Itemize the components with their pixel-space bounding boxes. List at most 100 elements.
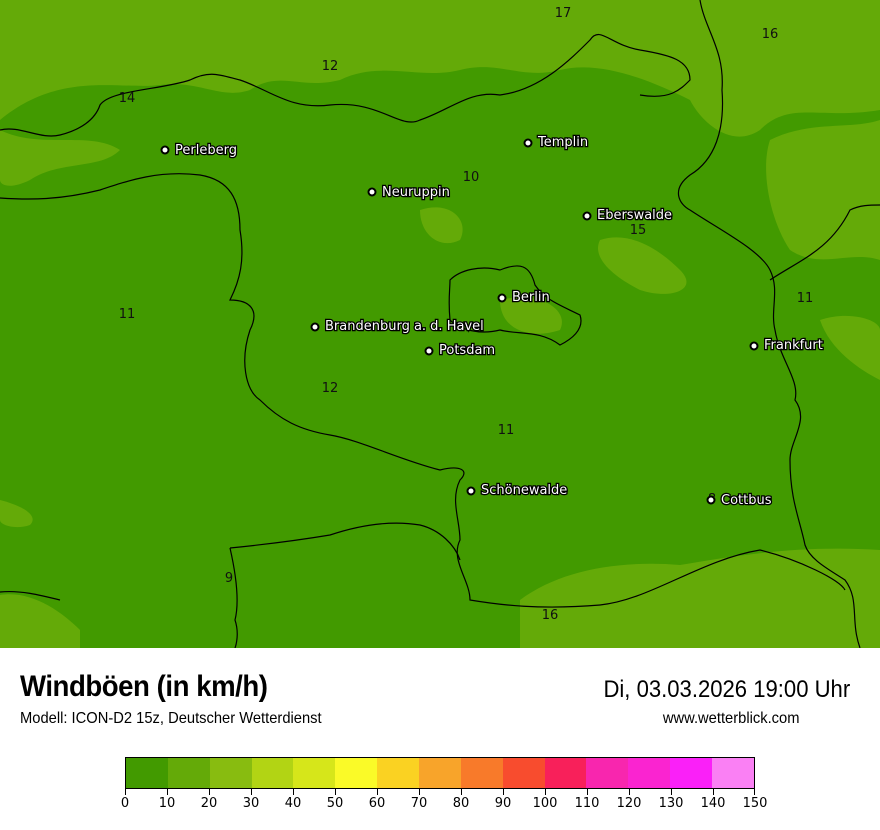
legend-tick-label: 10 bbox=[158, 796, 176, 811]
legend-swatch bbox=[460, 758, 503, 788]
model-source: Modell: ICON-D2 15z, Deutscher Wetterdie… bbox=[20, 710, 322, 727]
city-label: Berlin bbox=[512, 290, 550, 305]
city-marker-icon bbox=[310, 322, 320, 332]
city-marker-icon bbox=[749, 341, 759, 351]
color-scale-legend bbox=[125, 757, 755, 789]
map-title: Windböen (in km/h) bbox=[20, 670, 268, 703]
city-label: Potsdam bbox=[439, 343, 495, 358]
contour-label: 10 bbox=[463, 170, 480, 185]
legend-tick-label: 120 bbox=[616, 796, 642, 811]
contour-label: 12 bbox=[322, 381, 339, 396]
contour-label: 12 bbox=[322, 59, 339, 74]
city-marker-icon bbox=[367, 187, 377, 197]
legend-tick-label: 150 bbox=[742, 796, 768, 811]
contour-label: 16 bbox=[762, 27, 779, 42]
city-cottbus[interactable]: Cottbus bbox=[706, 492, 773, 509]
legend-tick-mark bbox=[125, 789, 126, 795]
contour-label: 11 bbox=[797, 291, 814, 306]
legend-tick-mark bbox=[461, 789, 462, 795]
city-perleberg[interactable]: Perleberg bbox=[160, 142, 238, 159]
legend-tick-mark bbox=[377, 789, 378, 795]
city-label: Cottbus bbox=[721, 493, 772, 508]
legend-tick-mark bbox=[167, 789, 168, 795]
city-marker-icon bbox=[706, 495, 716, 505]
city-marker-icon bbox=[466, 486, 476, 496]
city-marker-icon bbox=[497, 293, 507, 303]
legend-tick-label: 100 bbox=[532, 796, 558, 811]
cities: Perleberg Neuruppin Templin Eberswalde B… bbox=[160, 134, 824, 509]
city-label: Schönewalde bbox=[481, 483, 567, 498]
city-label: Templin bbox=[537, 135, 588, 150]
legend-tick-mark bbox=[293, 789, 294, 795]
borders bbox=[0, 0, 880, 648]
legend-swatch bbox=[293, 758, 336, 788]
wind-gust-map: 17 16 12 14 10 15 11 11 12 11 9 16 8 Per… bbox=[0, 0, 880, 648]
legend-tick-label: 90 bbox=[494, 796, 512, 811]
legend-swatch bbox=[419, 758, 461, 788]
legend-tick-mark bbox=[754, 789, 755, 795]
legend-tick-mark bbox=[503, 789, 504, 795]
city-potsdam[interactable]: Potsdam bbox=[424, 342, 496, 359]
legend-tick-label: 60 bbox=[368, 796, 386, 811]
contour-label: 14 bbox=[119, 91, 136, 106]
legend-tick-label: 70 bbox=[410, 796, 428, 811]
city-schoenewalde[interactable]: Schönewalde bbox=[466, 482, 569, 499]
legend-tick-mark bbox=[713, 789, 714, 795]
contour-label: 9 bbox=[225, 571, 233, 586]
legend-tick-label: 40 bbox=[284, 796, 302, 811]
legend-swatch bbox=[167, 758, 210, 788]
city-marker-icon bbox=[160, 145, 170, 155]
legend-swatch bbox=[544, 758, 587, 788]
legend-tick-mark bbox=[251, 789, 252, 795]
legend-swatch bbox=[712, 758, 754, 788]
legend-tick-mark bbox=[209, 789, 210, 795]
legend-tick-label: 140 bbox=[700, 796, 726, 811]
legend-tick-mark bbox=[587, 789, 588, 795]
contour-label: 15 bbox=[630, 223, 647, 238]
contour-label: 16 bbox=[542, 608, 559, 623]
legend-tick-label: 80 bbox=[452, 796, 470, 811]
legend-tick-mark bbox=[545, 789, 546, 795]
city-label: Brandenburg a. d. Havel bbox=[325, 319, 484, 334]
legend-tick-label: 130 bbox=[658, 796, 684, 811]
city-eberswalde[interactable]: Eberswalde bbox=[582, 207, 673, 224]
legend-swatch bbox=[502, 758, 545, 788]
legend-swatch bbox=[126, 758, 168, 788]
legend-tick-mark bbox=[419, 789, 420, 795]
contour-label: 17 bbox=[555, 6, 572, 21]
legend-tick-mark bbox=[629, 789, 630, 795]
city-label: Neuruppin bbox=[382, 185, 450, 200]
legend-tick-label: 110 bbox=[574, 796, 600, 811]
legend-tick-label: 50 bbox=[326, 796, 344, 811]
legend-swatch bbox=[251, 758, 294, 788]
city-label: Frankfurt bbox=[764, 338, 823, 353]
legend-swatch bbox=[335, 758, 378, 788]
city-neuruppin[interactable]: Neuruppin bbox=[367, 184, 451, 201]
city-label: Eberswalde bbox=[597, 208, 672, 223]
website-link[interactable]: www.wetterblick.com bbox=[662, 710, 799, 727]
forecast-datetime: Di, 03.03.2026 19:00 Uhr bbox=[603, 676, 850, 703]
legend-tick-label: 20 bbox=[200, 796, 218, 811]
city-marker-icon bbox=[523, 138, 533, 148]
legend-ticks: 0 10 20 30 40 50 60 70 80 90 100 110 120 130 140 150 bbox=[121, 789, 767, 819]
legend-swatch bbox=[586, 758, 629, 788]
city-templin[interactable]: Templin bbox=[523, 134, 589, 151]
city-marker-icon bbox=[582, 211, 592, 221]
contour-label: 11 bbox=[498, 423, 515, 438]
city-berlin[interactable]: Berlin bbox=[497, 289, 551, 306]
legend-swatch bbox=[377, 758, 420, 788]
light-gust-areas bbox=[0, 0, 880, 648]
city-frankfurt[interactable]: Frankfurt bbox=[749, 337, 824, 354]
legend-swatch bbox=[670, 758, 713, 788]
legend-tick-mark bbox=[335, 789, 336, 795]
legend-tick-mark bbox=[671, 789, 672, 795]
contour-label: 11 bbox=[119, 307, 136, 322]
city-brandenburg[interactable]: Brandenburg a. d. Havel bbox=[310, 318, 485, 335]
legend-tick-label: 0 bbox=[120, 796, 130, 811]
legend-swatch bbox=[628, 758, 671, 788]
city-marker-icon bbox=[424, 346, 434, 356]
city-label: Perleberg bbox=[175, 143, 237, 158]
legend-tick-label: 30 bbox=[242, 796, 260, 811]
legend-swatch bbox=[209, 758, 252, 788]
contour-labels: 17 16 12 14 10 15 11 11 12 11 9 16 8 bbox=[119, 6, 814, 623]
